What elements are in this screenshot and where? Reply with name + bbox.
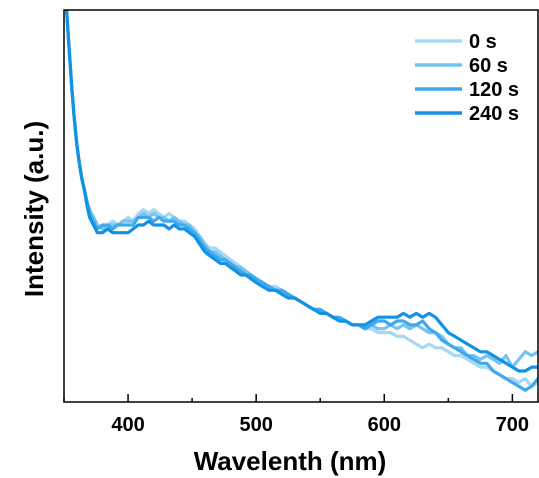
legend-label: 120 s (469, 79, 519, 101)
series-line-0 (65, 10, 538, 388)
x-axis-title: Wavelenth (nm) (194, 446, 387, 476)
series-line-2 (65, 10, 538, 392)
plot-frame (63, 9, 539, 403)
x-tick-label: 500 (239, 414, 272, 436)
legend-item: 0 s (415, 31, 497, 53)
legend-label: 60 s (469, 55, 508, 77)
legend-item: 60 s (415, 55, 508, 77)
legend-label: 0 s (469, 31, 497, 53)
x-tick-label: 400 (111, 414, 144, 436)
series-line-1 (65, 10, 538, 369)
x-tick-label: 700 (496, 414, 529, 436)
x-tick-label: 600 (368, 414, 401, 436)
series-layer (65, 10, 538, 392)
y-axis-title: Intensity (a.u.) (19, 121, 49, 297)
legend-item: 120 s (415, 79, 519, 101)
legend-item: 240 s (415, 103, 519, 125)
legend-label: 240 s (469, 103, 519, 125)
series-line-3 (65, 10, 538, 373)
axes-layer: 400 500 600 700 (63, 9, 539, 436)
